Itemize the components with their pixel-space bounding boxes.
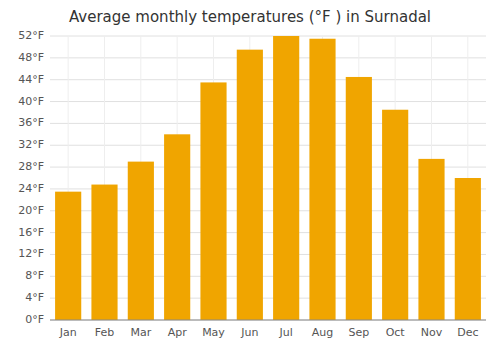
y-tick-label: 8°F [25, 269, 44, 282]
y-tick-label: 12°F [18, 247, 44, 260]
bar [55, 192, 81, 320]
x-tick-label: Jan [59, 326, 77, 339]
bar [128, 162, 154, 320]
bar [418, 159, 444, 320]
x-tick-label: Nov [421, 326, 443, 339]
x-tick-label: Oct [386, 326, 406, 339]
bar [91, 185, 117, 320]
y-tick-label: 48°F [18, 51, 44, 64]
bar [455, 178, 481, 320]
x-tick-label: Dec [457, 326, 478, 339]
x-tick-label: May [202, 326, 225, 339]
bar [382, 110, 408, 320]
y-tick-label: 52°F [18, 29, 44, 42]
y-grid-line [50, 57, 486, 58]
grid [50, 36, 486, 320]
bar [346, 77, 372, 320]
x-axis-line [50, 320, 486, 321]
x-tick-label: Jul [279, 326, 293, 339]
x-tick-label: Aug [312, 326, 333, 339]
y-grid-line [50, 145, 486, 146]
bar [237, 50, 263, 320]
y-tick-label: 16°F [18, 226, 44, 239]
bar [200, 82, 226, 320]
bar [309, 39, 335, 320]
chart: 0°F 4°F 8°F 12°F 16°F 20°F 24°F 28°F 32°F 36°F 40°… [0, 0, 500, 350]
y-tick-label: 36°F [18, 116, 44, 129]
y-tick-label: 4°F [25, 291, 44, 304]
y-tick-label: 40°F [18, 95, 44, 108]
y-tick-label: 28°F [18, 160, 44, 173]
x-tick-label: Mar [130, 326, 151, 339]
bar [164, 134, 190, 320]
y-tick-label: 44°F [18, 73, 44, 86]
chart-container: 0°F 4°F 8°F 12°F 16°F 20°F 24°F 28°F 32°F 36°F 40°… [0, 0, 500, 350]
x-tick-label: Apr [168, 326, 188, 339]
y-grid-line [50, 123, 486, 124]
y-tick-labels: 0°F 4°F 8°F 12°F 16°F 20°F 24°F 28°F 32°F 36°F 40°… [18, 29, 44, 326]
x-tick-label: Jun [240, 326, 258, 339]
x-tick-labels: Jan Feb Mar Apr May Jun Jul Aug Sep Oct Nov Dec [59, 326, 479, 339]
y-tick-label: 0°F [25, 313, 44, 326]
x-tick-label: Feb [95, 326, 114, 339]
y-grid-line [50, 320, 486, 321]
title: Average monthly temperatures (°F ) in Su… [69, 8, 431, 26]
y-grid-line [50, 79, 486, 80]
y-grid-line [50, 36, 486, 37]
y-grid-line [50, 101, 486, 102]
bar [273, 36, 299, 320]
y-tick-label: 24°F [18, 182, 44, 195]
x-tick-label: Sep [348, 326, 369, 339]
y-tick-label: 20°F [18, 204, 44, 217]
bars [55, 36, 481, 320]
y-tick-label: 32°F [18, 138, 44, 151]
